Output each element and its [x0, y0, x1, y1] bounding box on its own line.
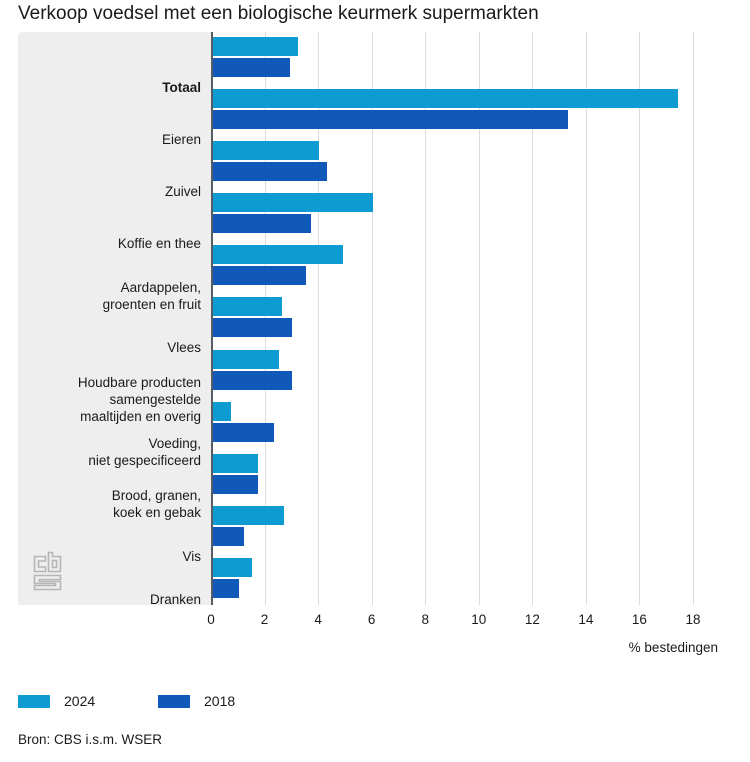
category-labels: Totaal Eieren Zuivel Koffie en thee Aard…: [18, 32, 211, 607]
bar-2024[interactable]: [212, 193, 373, 213]
bar-2018[interactable]: [212, 318, 293, 338]
bar-group: [211, 553, 718, 605]
plot-area: [211, 32, 718, 605]
category-label-koffie-en-thee: Koffie en thee: [117, 236, 201, 251]
bar-2024[interactable]: [212, 401, 231, 421]
cbs-logo-icon: [30, 550, 70, 592]
gridline-8: [425, 32, 427, 605]
gridline-10: [478, 32, 480, 605]
bar-group: [211, 240, 718, 292]
bar-2024[interactable]: [212, 141, 320, 161]
x-tick-14: 14: [578, 612, 594, 627]
y-axis-line: [211, 32, 213, 605]
bar-group: [211, 397, 718, 449]
category-label-voeding: Voeding, niet gespecificeerd: [88, 436, 201, 468]
bar-group: [211, 84, 718, 136]
bar-2024[interactable]: [212, 557, 253, 577]
bar-group: [211, 188, 718, 240]
x-tick-6: 6: [367, 612, 376, 627]
legend-label-2018: 2018: [204, 693, 236, 709]
gridline-6: [371, 32, 373, 605]
bar-group: [211, 292, 718, 344]
category-label-brood-granen: Brood, granen, koek en gebak: [111, 488, 201, 520]
gridline-12: [532, 32, 534, 605]
bar-2024[interactable]: [212, 37, 298, 56]
bar-2018[interactable]: [212, 422, 274, 442]
x-axis-title: % bestedingen: [628, 640, 718, 655]
category-label-vlees: Vlees: [167, 340, 201, 355]
category-label-dranken: Dranken: [149, 592, 201, 607]
chart-container: Totaal Eieren Zuivel Koffie en thee Aard…: [18, 32, 718, 607]
bar-2018[interactable]: [212, 578, 239, 598]
bar-2018[interactable]: [212, 162, 328, 182]
gridline-14: [585, 32, 587, 605]
bar-2024[interactable]: [212, 89, 678, 109]
x-tick-18: 18: [685, 612, 701, 627]
category-label-houdbare-producten: Houdbare producten samengestelde maaltij…: [77, 375, 201, 424]
bar-2018[interactable]: [212, 526, 245, 546]
gridline-18: [693, 32, 694, 605]
bar-group: [211, 449, 718, 501]
x-tick-2: 2: [260, 612, 269, 627]
x-tick-8: 8: [421, 612, 429, 627]
gridline-4: [318, 32, 320, 605]
bar-2024[interactable]: [212, 297, 282, 317]
bar-group: [211, 345, 718, 397]
bar-rows: [211, 32, 718, 605]
category-label-aardappelen: Aardappelen, groenten en fruit: [102, 280, 201, 312]
x-tick-16: 16: [631, 612, 647, 627]
x-axis: 0 2 4 6 8 10 12 14 16 18: [18, 605, 718, 629]
bar-2024[interactable]: [212, 505, 285, 525]
legend-label-2024: 2024: [64, 693, 96, 709]
category-label-eieren: Eieren: [161, 132, 201, 147]
legend-item-2024[interactable]: 2024: [18, 693, 95, 709]
bar-2024[interactable]: [212, 245, 344, 265]
x-tick-12: 12: [524, 612, 540, 627]
gridline-16: [639, 32, 641, 605]
bar-2018[interactable]: [212, 110, 569, 130]
bar-2018[interactable]: [212, 214, 312, 234]
source-note: Bron: CBS i.s.m. WSER: [18, 732, 163, 747]
x-tick-4: 4: [314, 612, 322, 627]
bar-2024[interactable]: [212, 453, 258, 473]
bar-2018[interactable]: [212, 370, 293, 390]
category-label-vis: Vis: [182, 549, 201, 564]
bar-group: [211, 32, 718, 84]
bar-2018[interactable]: [212, 266, 306, 286]
x-tick-0: 0: [207, 612, 215, 627]
bar-2018[interactable]: [212, 474, 258, 494]
category-label-zuivel: Zuivel: [164, 184, 201, 199]
bar-2024[interactable]: [212, 349, 279, 369]
x-tick-10: 10: [471, 612, 487, 627]
legend-item-2018[interactable]: 2018: [158, 693, 235, 709]
bar-group: [211, 501, 718, 553]
bar-2018[interactable]: [212, 58, 290, 77]
page-title: Verkoop voedsel met een biologische keur…: [18, 3, 539, 24]
bar-group: [211, 136, 718, 188]
category-label-panel: [18, 32, 211, 605]
legend-swatch-2024: [18, 694, 50, 708]
legend-swatch-2018: [158, 694, 190, 708]
category-label-totaal: Totaal: [162, 80, 201, 95]
